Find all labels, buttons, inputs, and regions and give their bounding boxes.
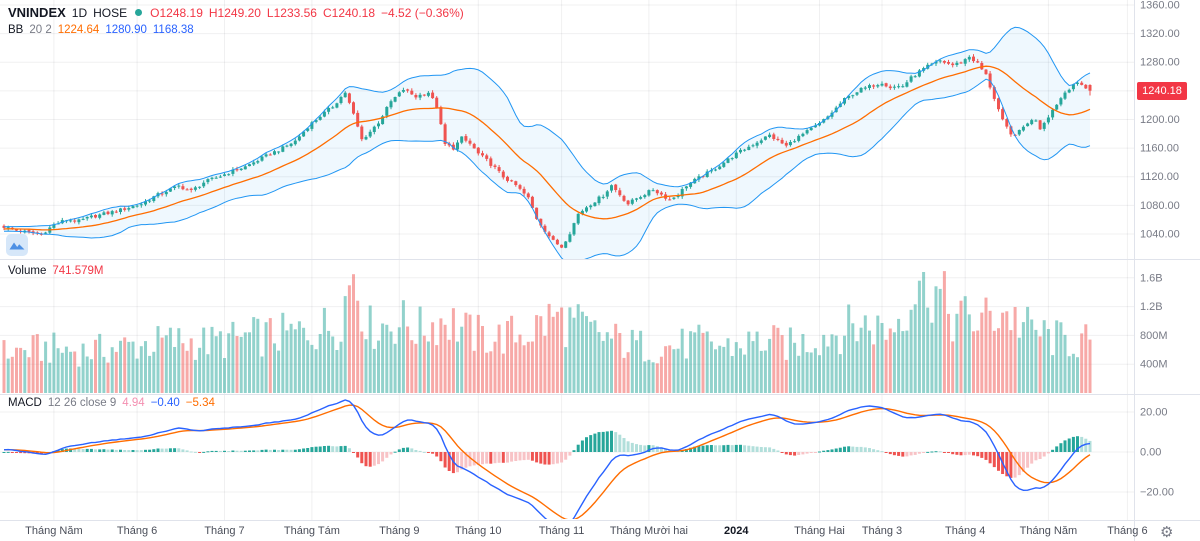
volume-pane-legend[interactable]: Volume 741.579M — [8, 265, 104, 277]
svg-text:20.00: 20.00 — [1140, 407, 1168, 419]
svg-text:1.6B: 1.6B — [1140, 272, 1163, 284]
svg-text:Tháng Tám: Tháng Tám — [284, 525, 340, 537]
logo-watermark-icon[interactable] — [6, 234, 28, 256]
macd-hist-value: 4.94 — [122, 397, 145, 409]
svg-text:1280.00: 1280.00 — [1140, 57, 1180, 69]
svg-text:Tháng 9: Tháng 9 — [379, 525, 419, 537]
svg-text:Tháng 4: Tháng 4 — [945, 525, 985, 537]
macd-pane-legend[interactable]: MACD 12 26 close 9 4.94 −0.40 −5.34 — [8, 397, 215, 409]
svg-text:800M: 800M — [1140, 330, 1168, 342]
svg-text:Tháng Hai: Tháng Hai — [794, 525, 845, 537]
svg-text:Tháng Năm: Tháng Năm — [1020, 525, 1077, 537]
bb-indicator-legend[interactable]: BB 20 2 1224.64 1280.90 1168.38 — [8, 24, 194, 36]
symbol-name: VNINDEX — [8, 5, 66, 20]
svg-text:1040.00: 1040.00 — [1140, 229, 1180, 241]
svg-text:Tháng 3: Tháng 3 — [862, 525, 902, 537]
ohlc-low: L1233.56 — [266, 5, 317, 20]
bb-upper-value: 1280.90 — [105, 24, 147, 36]
market-status-dot — [135, 9, 143, 16]
svg-text:400M: 400M — [1140, 359, 1168, 371]
svg-text:1120.00: 1120.00 — [1140, 171, 1179, 183]
svg-text:1.2B: 1.2B — [1140, 301, 1163, 313]
svg-text:1080.00: 1080.00 — [1140, 200, 1180, 212]
bb-label: BB — [8, 24, 24, 36]
bb-params: 20 2 — [29, 24, 52, 36]
svg-text:2024: 2024 — [724, 525, 749, 537]
macd-signal-value: −5.34 — [185, 397, 215, 409]
svg-text:Tháng 11: Tháng 11 — [539, 525, 585, 537]
time-axis[interactable] — [0, 520, 1134, 541]
bb-basis-value: 1224.64 — [57, 24, 100, 36]
symbol-legend[interactable]: VNINDEX 1D HOSE O1248.19 H1249.20 L1233.… — [8, 5, 464, 20]
svg-text:1320.00: 1320.00 — [1140, 28, 1180, 40]
time-axis-settings-gear-icon[interactable]: ⚙ — [1160, 524, 1174, 541]
ohlc-close: C1240.18 — [322, 5, 376, 20]
svg-text:1360.00: 1360.00 — [1140, 0, 1180, 12]
svg-text:1160.00: 1160.00 — [1140, 143, 1179, 155]
interval-label: 1D — [71, 5, 88, 20]
svg-text:1200.00: 1200.00 — [1140, 114, 1180, 126]
svg-text:Tháng 7: Tháng 7 — [204, 525, 244, 537]
exchange-label: HOSE — [93, 5, 128, 20]
volume-label: Volume — [8, 265, 47, 277]
svg-text:Tháng 6: Tháng 6 — [117, 525, 157, 537]
price-axis[interactable] — [1134, 0, 1200, 520]
macd-params: 12 26 close 9 — [47, 397, 117, 409]
svg-text:Tháng Năm: Tháng Năm — [25, 525, 82, 537]
svg-text:Tháng 10: Tháng 10 — [455, 525, 501, 537]
ohlc-change: −4.52 (−0.36%) — [381, 5, 464, 20]
volume-value: 741.579M — [52, 265, 104, 277]
ohlc-high: H1249.20 — [208, 5, 261, 20]
svg-text:0.00: 0.00 — [1140, 447, 1161, 459]
svg-text:−20.00: −20.00 — [1140, 487, 1174, 499]
last-price-badge: 1240.18 — [1137, 82, 1187, 101]
svg-text:Tháng Mười hai: Tháng Mười hai — [610, 525, 688, 537]
macd-line-value: −0.40 — [150, 397, 180, 409]
svg-text:Tháng 6: Tháng 6 — [1107, 525, 1147, 537]
bb-lower-value: 1168.38 — [152, 24, 194, 36]
ohlc-open: O1248.19 — [150, 5, 203, 20]
macd-label: MACD — [8, 397, 42, 409]
